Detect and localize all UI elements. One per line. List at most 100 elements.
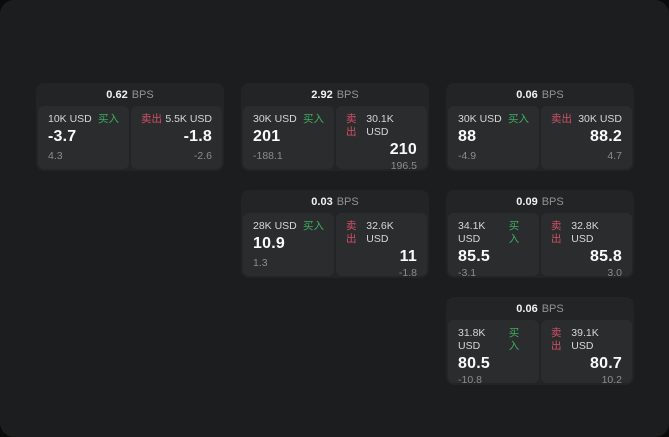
sell-amount: 5.5K USD: [165, 113, 212, 125]
buy-price: 80.5: [458, 355, 490, 372]
buy-side-label: 买入: [508, 220, 520, 245]
sell-cell-top: 卖出 5.5K USD: [141, 113, 212, 126]
bps-value: 0.62: [106, 89, 128, 101]
buy-amount: 30K USD: [253, 113, 297, 125]
bps-value: 0.09: [516, 196, 538, 208]
card-body: 31.8K USD 买入 80.5 -10.8 卖出 39.1K USD 80.…: [448, 320, 632, 386]
sell-price: 210: [389, 141, 417, 158]
buy-cell-top: 30K USD 买入: [253, 113, 324, 126]
buy-sub-value: -188.1: [253, 150, 283, 162]
bps-unit: BPS: [541, 89, 564, 101]
buy-cell[interactable]: 34.1K USD 买入 85.5 -3.1: [448, 213, 539, 279]
buy-cell[interactable]: 30K USD 买入 88 -4.9: [448, 106, 539, 169]
sell-cell[interactable]: 卖出 5.5K USD -1.8 -2.6: [131, 106, 222, 169]
card-body: 28K USD 买入 10.9 1.3 卖出 32.6K USD 11 -1.8: [243, 213, 427, 279]
buy-cell[interactable]: 31.8K USD 买入 80.5 -10.8: [448, 320, 539, 386]
bps-unit: BPS: [541, 196, 564, 208]
card-body: 34.1K USD 买入 85.5 -3.1 卖出 32.8K USD 85.8…: [448, 213, 632, 279]
buy-cell-top: 34.1K USD 买入: [458, 220, 529, 246]
sell-cell-top: 卖出 30.1K USD: [346, 113, 417, 139]
sell-side-label: 卖出: [551, 327, 562, 352]
buy-amount: 34.1K USD: [458, 220, 486, 245]
sell-amount: 39.1K USD: [571, 327, 599, 352]
buy-amount: 28K USD: [253, 220, 297, 232]
sell-sub-value: 3.0: [607, 267, 622, 279]
sell-amount: 30.1K USD: [366, 113, 394, 138]
sell-sub-value: 4.7: [607, 150, 622, 162]
sell-sub-value: -1.8: [398, 267, 417, 279]
bps-value: 0.06: [516, 303, 538, 315]
buy-cell[interactable]: 30K USD 买入 201 -188.1: [243, 106, 334, 169]
sell-sub-value: 10.2: [601, 374, 622, 386]
bps-value: 0.03: [311, 196, 333, 208]
sell-cell-top: 卖出 39.1K USD: [551, 327, 622, 353]
buy-side-label: 买入: [508, 113, 529, 125]
sell-price: -1.8: [183, 128, 212, 145]
buy-price: 10.9: [253, 235, 285, 252]
buy-side-label: 买入: [303, 220, 324, 232]
sell-side-label: 卖出: [346, 220, 357, 245]
sell-cell[interactable]: 卖出 30K USD 88.2 4.7: [541, 106, 632, 169]
buy-side-label: 买入: [508, 327, 520, 352]
bps-unit: BPS: [336, 89, 359, 101]
buy-price: 88: [458, 128, 477, 145]
buy-cell-top: 28K USD 买入: [253, 220, 324, 233]
bps-value: 2.92: [311, 89, 333, 101]
sell-cell[interactable]: 卖出 32.8K USD 85.8 3.0: [541, 213, 632, 279]
quote-card: 0.06 BPS 30K USD 买入 88 -4.9 卖出 30K USD 8…: [446, 83, 634, 171]
card-bps-header: 2.92 BPS: [243, 85, 427, 106]
buy-price: -3.7: [48, 128, 77, 145]
sell-amount: 32.6K USD: [366, 220, 394, 245]
bps-value: 0.06: [516, 89, 538, 101]
buy-price: 85.5: [458, 248, 490, 265]
sell-side-label: 卖出: [551, 113, 572, 125]
card-body: 30K USD 买入 88 -4.9 卖出 30K USD 88.2 4.7: [448, 106, 632, 169]
sell-price: 88.2: [590, 128, 622, 145]
sell-cell[interactable]: 卖出 30.1K USD 210 196.5: [336, 106, 427, 172]
sell-amount: 32.8K USD: [571, 220, 599, 245]
sell-cell[interactable]: 卖出 39.1K USD 80.7 10.2: [541, 320, 632, 386]
sell-price: 80.7: [590, 355, 622, 372]
buy-cell[interactable]: 10K USD 买入 -3.7 4.3: [38, 106, 129, 169]
quote-card: 0.62 BPS 10K USD 买入 -3.7 4.3 卖出 5.5K USD…: [36, 83, 224, 171]
sell-price: 85.8: [590, 248, 622, 265]
sell-sub-value: 196.5: [390, 160, 417, 172]
bps-unit: BPS: [541, 303, 564, 315]
sell-cell[interactable]: 卖出 32.6K USD 11 -1.8: [336, 213, 427, 279]
buy-cell-top: 31.8K USD 买入: [458, 327, 529, 353]
buy-amount: 10K USD: [48, 113, 92, 125]
quote-card: 0.09 BPS 34.1K USD 买入 85.5 -3.1 卖出 32.8K…: [446, 190, 634, 279]
buy-amount: 30K USD: [458, 113, 502, 125]
buy-sub-value: 4.3: [48, 150, 63, 162]
buy-sub-value: -4.9: [458, 150, 477, 162]
card-body: 30K USD 买入 201 -188.1 卖出 30.1K USD 210 1…: [243, 106, 427, 172]
buy-side-label: 买入: [98, 113, 119, 125]
quote-card: 0.06 BPS 31.8K USD 买入 80.5 -10.8 卖出 39.1…: [446, 297, 634, 386]
sell-side-label: 卖出: [346, 113, 357, 138]
buy-sub-value: -10.8: [458, 374, 482, 386]
buy-cell-top: 10K USD 买入: [48, 113, 119, 126]
buy-side-label: 买入: [303, 113, 324, 125]
sell-cell-top: 卖出 32.8K USD: [551, 220, 622, 246]
buy-sub-value: -3.1: [458, 267, 477, 279]
bps-unit: BPS: [336, 196, 359, 208]
card-bps-header: 0.06 BPS: [448, 85, 632, 106]
bps-unit: BPS: [131, 89, 154, 101]
card-bps-header: 0.06 BPS: [448, 299, 632, 320]
card-bps-header: 0.03 BPS: [243, 192, 427, 213]
buy-cell[interactable]: 28K USD 买入 10.9 1.3: [243, 213, 334, 276]
card-bps-header: 0.62 BPS: [38, 85, 222, 106]
sell-side-label: 卖出: [551, 220, 562, 245]
quote-card: 2.92 BPS 30K USD 买入 201 -188.1 卖出 30.1K …: [241, 83, 429, 172]
sell-cell-top: 卖出 32.6K USD: [346, 220, 417, 246]
card-body: 10K USD 买入 -3.7 4.3 卖出 5.5K USD -1.8 -2.…: [38, 106, 222, 169]
sell-amount: 30K USD: [578, 113, 622, 125]
buy-sub-value: 1.3: [253, 257, 268, 269]
card-bps-header: 0.09 BPS: [448, 192, 632, 213]
quote-card: 0.03 BPS 28K USD 买入 10.9 1.3 卖出 32.6K US…: [241, 190, 429, 279]
sell-cell-top: 卖出 30K USD: [551, 113, 622, 126]
buy-price: 201: [253, 128, 281, 145]
buy-cell-top: 30K USD 买入: [458, 113, 529, 126]
sell-side-label: 卖出: [141, 113, 162, 125]
